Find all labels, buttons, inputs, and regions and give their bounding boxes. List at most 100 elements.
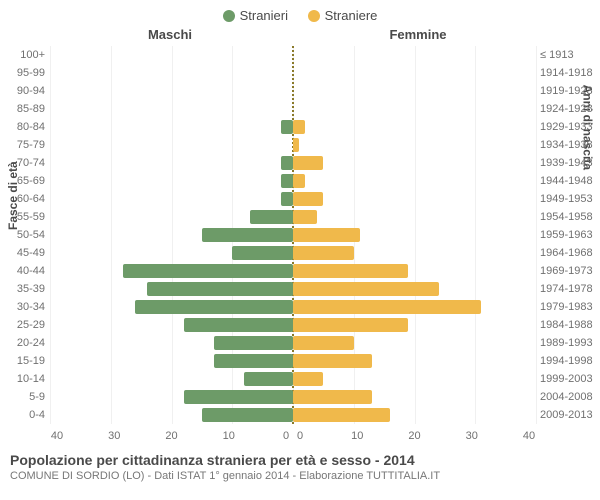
age-label: 80-84 [5, 121, 45, 133]
bar-zone [50, 244, 536, 262]
age-label: 65-69 [5, 175, 45, 187]
pyramid-row: 85-891924-1928 [50, 100, 536, 118]
age-label: 35-39 [5, 283, 45, 295]
birth-year-label: 1919-1923 [540, 85, 596, 97]
pyramid-row: 65-691944-1948 [50, 172, 536, 190]
bar-female [293, 156, 323, 170]
x-tick: 40 [50, 430, 64, 442]
bar-half-male [50, 300, 293, 314]
bar-half-male [50, 354, 293, 368]
bar-zone [50, 172, 536, 190]
header-male: Maschi [0, 27, 300, 42]
bar-half-male [50, 48, 293, 62]
bar-female [293, 372, 323, 386]
bar-male [135, 300, 293, 314]
bar-half-male [50, 318, 293, 332]
bar-zone [50, 370, 536, 388]
birth-year-label: 1929-1933 [540, 121, 596, 133]
header-female: Femmine [300, 27, 600, 42]
bar-zone [50, 352, 536, 370]
bar-male [202, 408, 293, 422]
bar-half-female [293, 246, 536, 260]
bar-zone [50, 298, 536, 316]
bar-half-male [50, 282, 293, 296]
bar-female [293, 192, 323, 206]
bar-zone [50, 154, 536, 172]
bar-half-male [50, 264, 293, 278]
birth-year-label: 1974-1978 [540, 283, 596, 295]
birth-year-label: 1999-2003 [540, 373, 596, 385]
pyramid-row: 90-941919-1923 [50, 82, 536, 100]
birth-year-label: 1944-1948 [540, 175, 596, 187]
pyramid-row: 45-491964-1968 [50, 244, 536, 262]
bar-zone [50, 388, 536, 406]
bar-half-female [293, 174, 536, 188]
x-axis: 403020100 010203040 [50, 430, 536, 442]
bar-half-female [293, 282, 536, 296]
bar-half-female [293, 264, 536, 278]
age-label: 55-59 [5, 211, 45, 223]
birth-year-label: 1979-1983 [540, 301, 596, 313]
birth-year-label: 1994-1998 [540, 355, 596, 367]
bar-female [293, 282, 439, 296]
age-label: 75-79 [5, 139, 45, 151]
birth-year-label: 2004-2008 [540, 391, 596, 403]
chart-footer: Popolazione per cittadinanza straniera p… [0, 452, 600, 482]
age-label: 20-24 [5, 337, 45, 349]
birth-year-label: 1969-1973 [540, 265, 596, 277]
bar-half-male [50, 372, 293, 386]
bar-male [281, 156, 293, 170]
bar-zone [50, 100, 536, 118]
bar-zone [50, 334, 536, 352]
bar-zone [50, 82, 536, 100]
age-label: 100+ [5, 49, 45, 61]
birth-year-label: 1984-1988 [540, 319, 596, 331]
bar-female [293, 390, 372, 404]
bar-half-male [50, 192, 293, 206]
bar-zone [50, 226, 536, 244]
bar-female [293, 318, 408, 332]
birth-year-label: 2009-2013 [540, 409, 596, 421]
bar-zone [50, 136, 536, 154]
birth-year-label: 1954-1958 [540, 211, 596, 223]
chart-area: 100+≤ 191395-991914-191890-941919-192385… [0, 46, 600, 442]
x-tick: 30 [465, 430, 479, 442]
pyramid-row: 10-141999-2003 [50, 370, 536, 388]
bar-male [281, 174, 293, 188]
pyramid-row: 55-591954-1958 [50, 208, 536, 226]
pyramid-row: 60-641949-1953 [50, 190, 536, 208]
bar-half-female [293, 120, 536, 134]
footer-title: Popolazione per cittadinanza straniera p… [10, 452, 590, 468]
bar-female [293, 246, 354, 260]
bar-half-female [293, 318, 536, 332]
pyramid-row: 80-841929-1933 [50, 118, 536, 136]
pyramid-row: 0-42009-2013 [50, 406, 536, 424]
pyramid-row: 5-92004-2008 [50, 388, 536, 406]
x-tick: 10 [222, 430, 236, 442]
bar-half-female [293, 372, 536, 386]
bar-zone [50, 190, 536, 208]
legend-swatch-female [308, 10, 320, 22]
bar-female [293, 408, 390, 422]
age-label: 15-19 [5, 355, 45, 367]
bar-female [293, 300, 481, 314]
x-tick: 0 [293, 430, 307, 442]
age-label: 40-44 [5, 265, 45, 277]
bar-zone [50, 316, 536, 334]
legend-swatch-male [223, 10, 235, 22]
x-axis-right: 010203040 [293, 430, 536, 442]
age-label: 45-49 [5, 247, 45, 259]
x-tick: 20 [408, 430, 422, 442]
bar-half-male [50, 210, 293, 224]
pyramid-row: 75-791934-1938 [50, 136, 536, 154]
bar-female [293, 138, 299, 152]
bar-female [293, 264, 408, 278]
legend-label-male: Stranieri [240, 8, 288, 23]
legend-item-female: Straniere [308, 8, 378, 23]
age-label: 30-34 [5, 301, 45, 313]
bar-zone [50, 280, 536, 298]
bar-male [250, 210, 293, 224]
bar-male [184, 390, 293, 404]
bar-half-male [50, 174, 293, 188]
x-tick: 20 [165, 430, 179, 442]
